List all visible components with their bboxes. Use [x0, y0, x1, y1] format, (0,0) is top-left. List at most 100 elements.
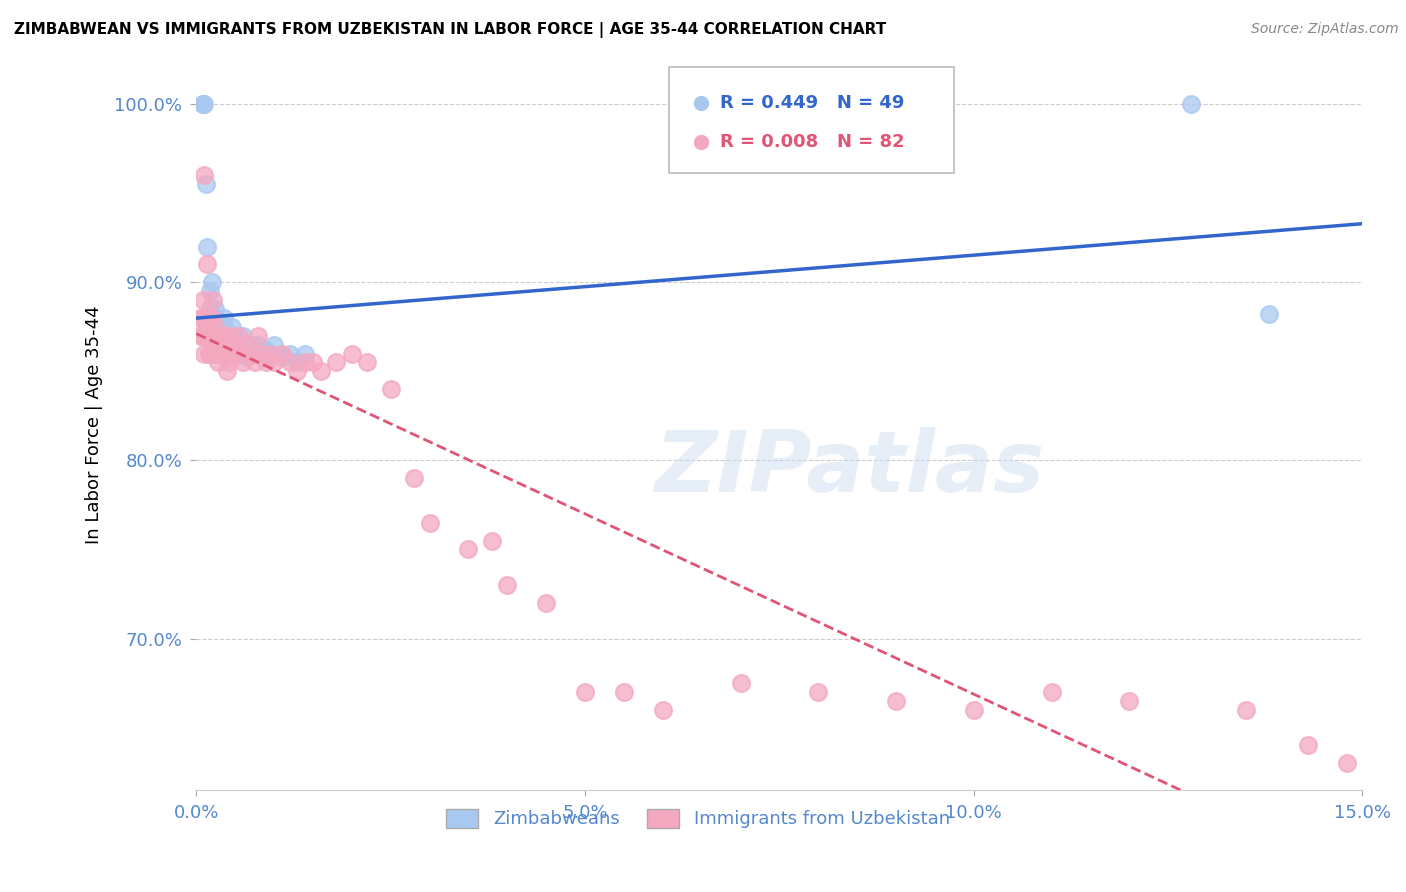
Point [201, 328, 224, 343]
Point [202, 328, 225, 343]
Point [200, 328, 222, 343]
Point [574, 685, 596, 699]
Point [217, 328, 239, 343]
Point [201, 275, 224, 289]
Point [302, 355, 325, 369]
Point [194, 328, 217, 343]
Point [419, 516, 441, 530]
Point [201, 328, 224, 343]
Point [1258, 307, 1281, 321]
Text: ZIMBABWEAN VS IMMIGRANTS FROM UZBEKISTAN IN LABOR FORCE | AGE 35-44 CORRELATION : ZIMBABWEAN VS IMMIGRANTS FROM UZBEKISTAN… [14, 22, 886, 38]
Point [252, 346, 274, 360]
Point [204, 301, 226, 316]
Point [243, 355, 266, 369]
Point [219, 328, 242, 343]
Point [217, 328, 239, 343]
Point [202, 293, 225, 307]
Point [254, 355, 277, 369]
Point [197, 310, 219, 325]
Y-axis label: In Labor Force | Age 35-44: In Labor Force | Age 35-44 [86, 305, 103, 544]
Point [191, 97, 214, 112]
Point [208, 328, 231, 343]
Point [205, 346, 228, 360]
Point [380, 382, 402, 396]
Point [207, 328, 229, 343]
Point [481, 533, 503, 548]
Point [651, 703, 673, 717]
Point [402, 471, 425, 485]
Point [263, 337, 285, 351]
Point [294, 355, 316, 369]
Point [340, 346, 363, 360]
Point [231, 337, 253, 351]
Point [202, 337, 225, 351]
Point [197, 328, 219, 343]
Point [191, 97, 214, 112]
Point [193, 97, 215, 112]
Text: R = 0.449   N = 49: R = 0.449 N = 49 [720, 95, 904, 112]
Point [224, 346, 246, 360]
Text: R = 0.008   N = 82: R = 0.008 N = 82 [720, 133, 904, 151]
Point [207, 328, 229, 343]
Point [325, 355, 347, 369]
Point [1180, 97, 1202, 112]
Point [236, 350, 259, 364]
Point [1118, 694, 1140, 708]
Point [270, 346, 292, 360]
Point [197, 328, 219, 343]
Point [200, 310, 222, 325]
Point [197, 346, 219, 360]
Point [259, 346, 281, 360]
Point [197, 319, 219, 334]
Point [247, 328, 270, 343]
Point [201, 310, 224, 325]
Point [195, 239, 218, 253]
Point [534, 596, 557, 610]
Point [193, 346, 215, 360]
Point [200, 346, 222, 360]
Point [190, 328, 212, 343]
Point [214, 328, 236, 343]
Point [239, 337, 262, 351]
Point [287, 355, 309, 369]
Point [278, 346, 301, 360]
Point [207, 314, 229, 328]
Point [221, 319, 243, 334]
Point [215, 328, 238, 343]
Point [730, 676, 752, 690]
Point [204, 328, 226, 343]
Point [254, 343, 277, 357]
Point [200, 284, 222, 298]
Point [356, 355, 378, 369]
Point [205, 328, 228, 343]
Point [252, 346, 274, 360]
Point [287, 364, 309, 378]
Point [236, 337, 259, 351]
Point [215, 346, 238, 360]
Point [211, 346, 233, 360]
Point [202, 337, 225, 351]
Point [197, 310, 219, 325]
Point [195, 257, 218, 271]
Point [208, 346, 231, 360]
Point [218, 337, 240, 351]
Point [294, 346, 316, 360]
Point [188, 310, 211, 325]
Text: ZIPatlas: ZIPatlas [654, 427, 1045, 510]
Point [209, 346, 232, 360]
Point [1296, 739, 1319, 753]
Point [225, 337, 247, 351]
Point [807, 685, 830, 699]
Point [193, 328, 215, 343]
Point [232, 355, 254, 369]
Point [191, 310, 214, 325]
Point [884, 694, 907, 708]
Point [191, 293, 214, 307]
Point [219, 328, 242, 343]
Point [243, 346, 266, 360]
Point [204, 319, 226, 334]
Point [1040, 685, 1063, 699]
Point [963, 703, 986, 717]
Point [270, 350, 292, 364]
Point [247, 337, 270, 351]
